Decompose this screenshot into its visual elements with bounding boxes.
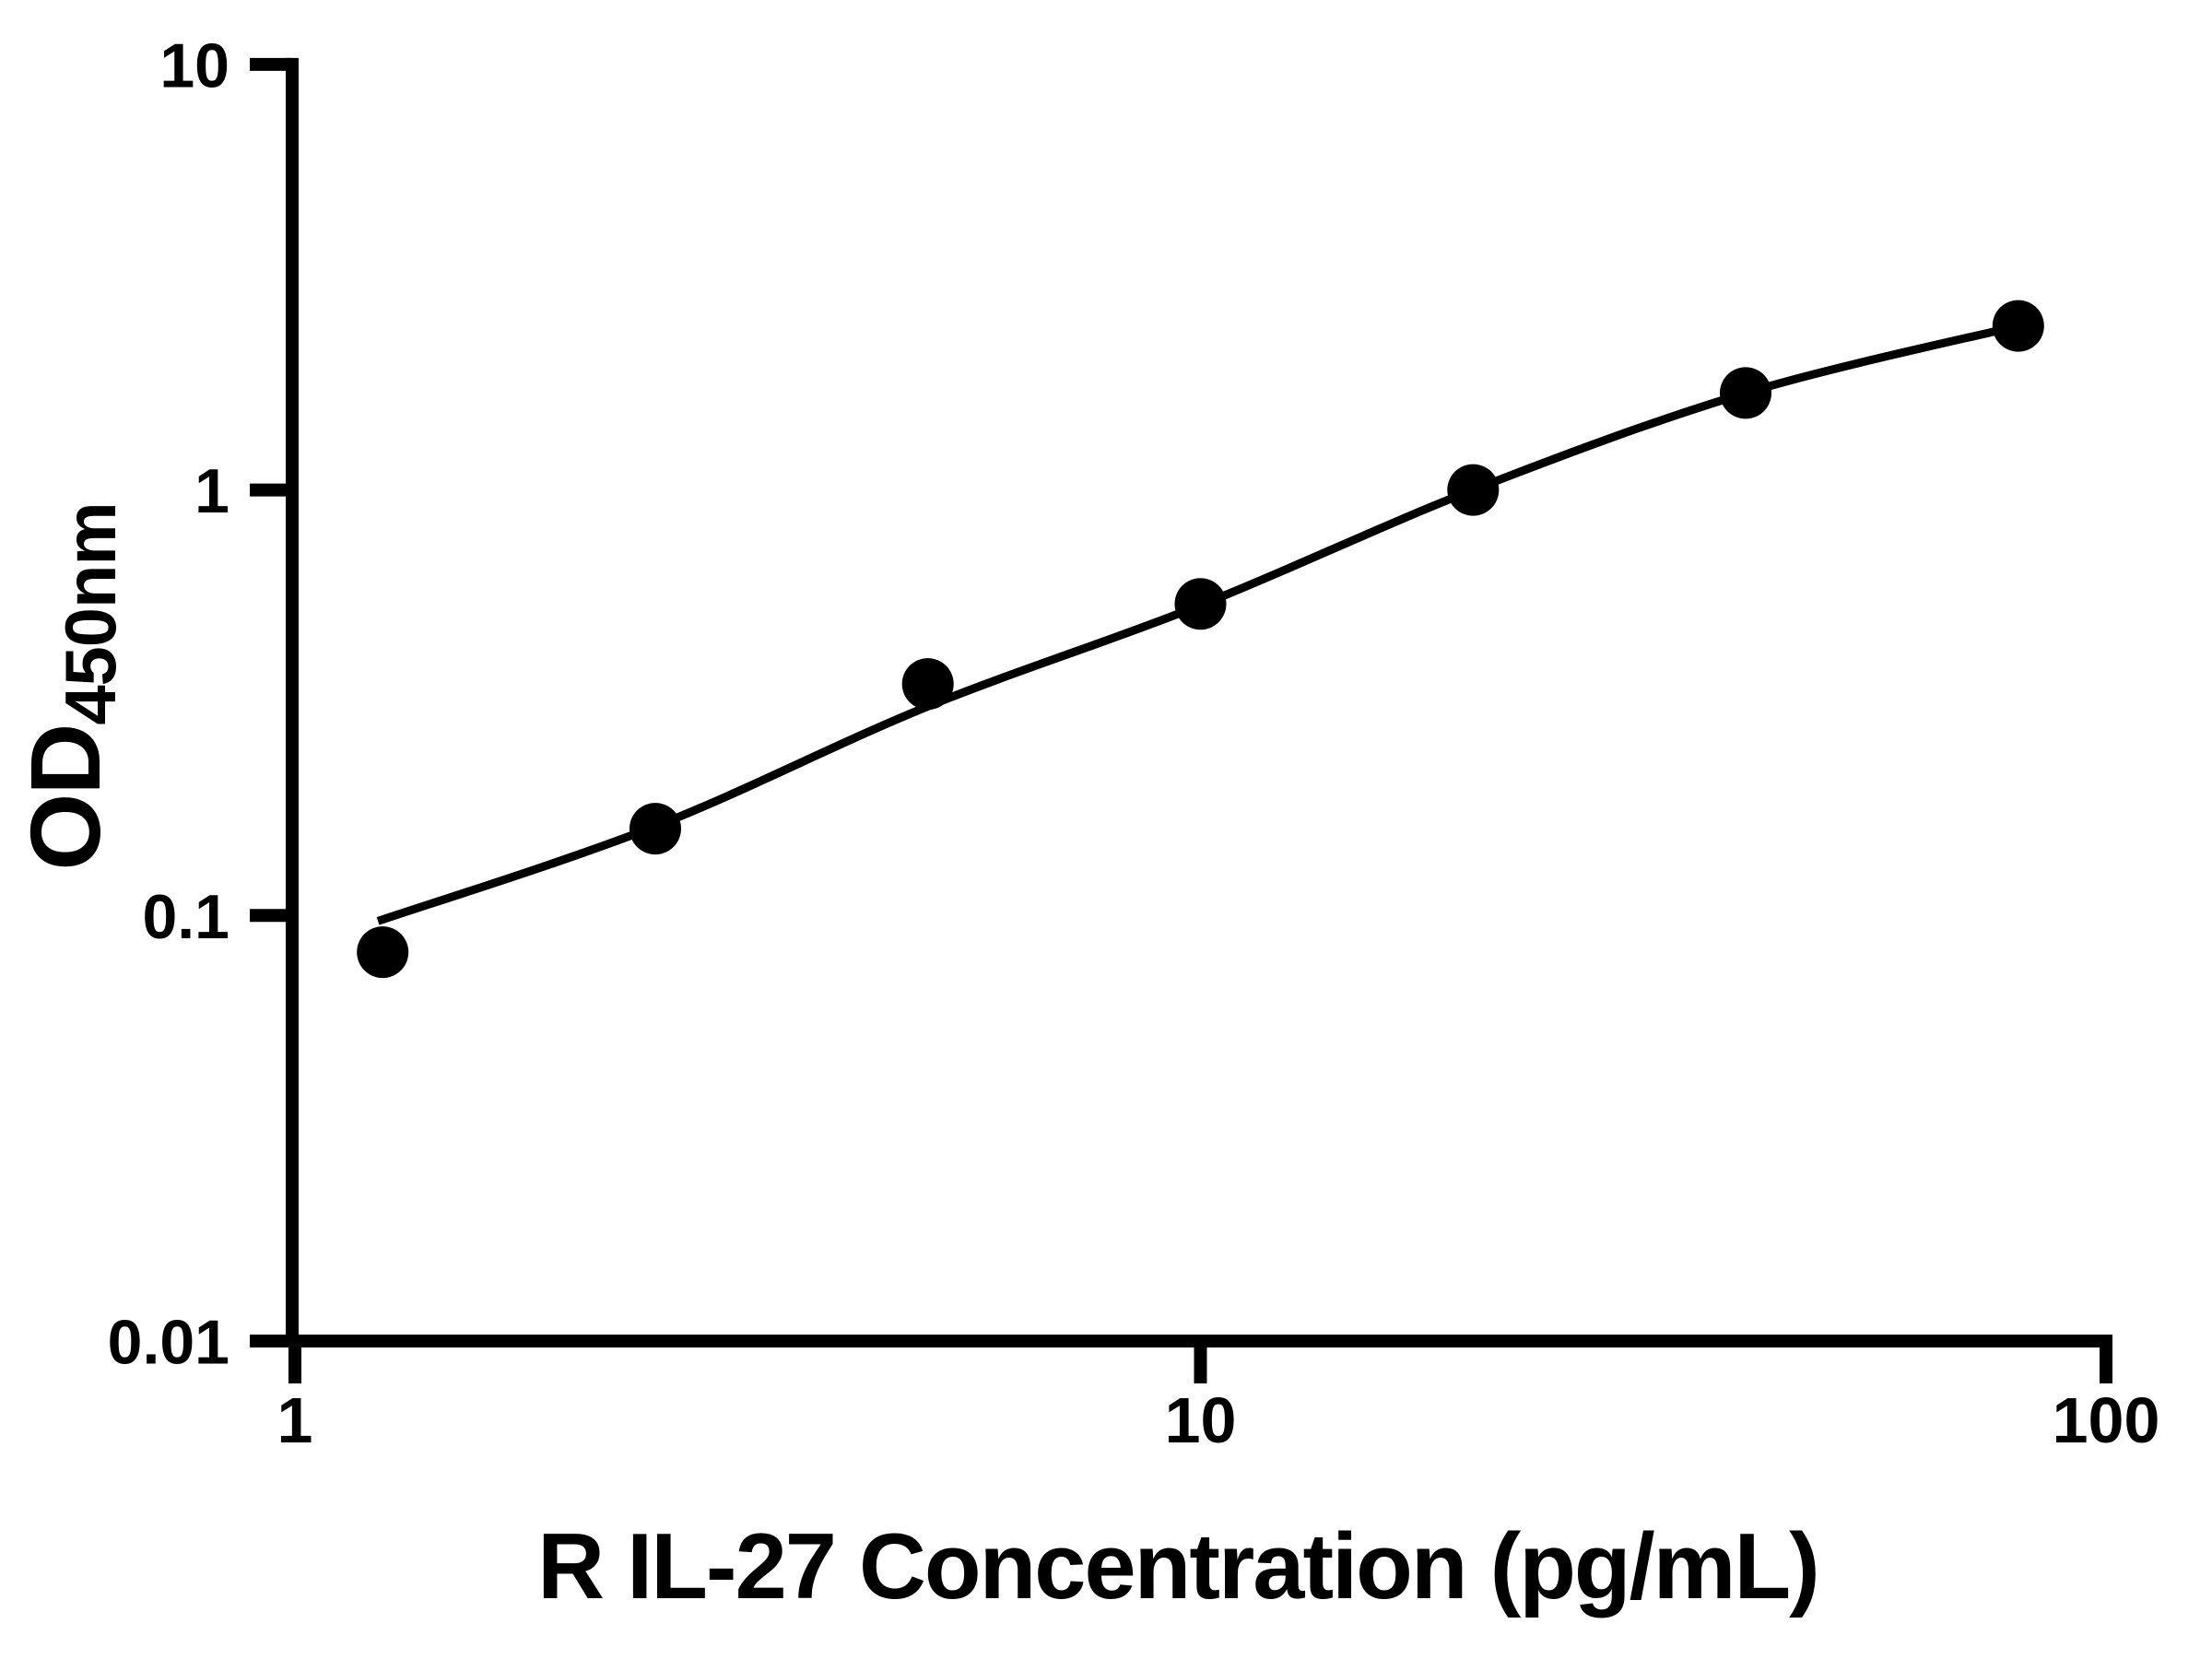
data-point <box>1720 367 1771 419</box>
data-point <box>901 658 954 711</box>
x-tick-label: 100 <box>2053 1384 2160 1456</box>
data-point <box>1447 464 1500 516</box>
data-point <box>629 803 681 855</box>
y-axis-title-main: OD <box>9 724 122 871</box>
x-axis-title: R IL-27 Concentration (pg/mL) <box>537 1515 1820 1618</box>
y-tick-label: 0.1 <box>142 882 229 952</box>
data-point <box>1992 300 2044 352</box>
y-tick-label: 1 <box>194 456 229 526</box>
x-tick-label: 1 <box>277 1384 313 1456</box>
y-tick-label: 10 <box>159 30 229 100</box>
y-axis-title-subscript: 450nm <box>52 502 132 725</box>
data-point <box>1174 578 1227 630</box>
y-axis-title: OD450nm <box>9 502 132 870</box>
data-point <box>357 926 409 979</box>
y-tick-label: 0.01 <box>108 1307 229 1377</box>
x-tick-label: 10 <box>1165 1384 1237 1456</box>
